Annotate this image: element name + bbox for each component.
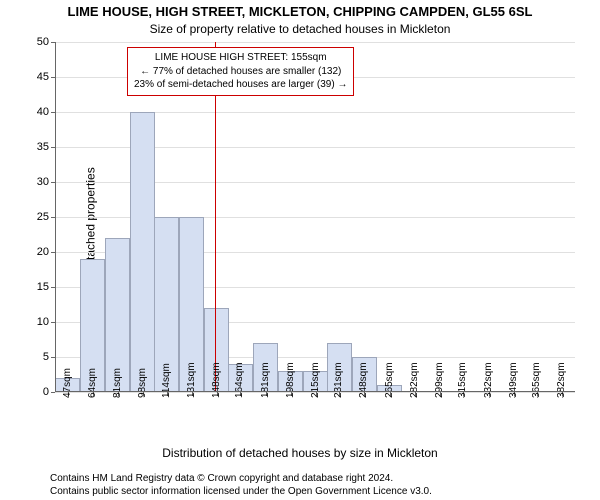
y-tick-label: 15 [37, 281, 55, 293]
x-tick-label: 248sqm [358, 362, 369, 398]
x-tick-label: 98sqm [137, 368, 148, 398]
x-tick-label: 114sqm [161, 363, 172, 398]
annotation-line: LIME HOUSE HIGH STREET: 155sqm [134, 51, 347, 65]
y-tick-label: 5 [43, 351, 55, 363]
x-tick-label: 332sqm [483, 362, 494, 398]
x-tick-label: 231sqm [333, 362, 344, 398]
x-tick-label: 148sqm [211, 362, 222, 398]
page-subtitle: Size of property relative to detached ho… [0, 22, 600, 36]
x-tick-label: 365sqm [531, 362, 542, 398]
footnote-line-1: Contains HM Land Registry data © Crown c… [50, 472, 590, 485]
x-tick-label: 131sqm [186, 362, 197, 398]
x-tick-label: 215sqm [310, 362, 321, 398]
y-tick-label: 35 [37, 141, 55, 153]
x-tick-label: 349sqm [508, 362, 519, 398]
x-tick-label: 315sqm [457, 362, 468, 398]
histogram-bar [130, 112, 155, 392]
x-tick-label: 47sqm [62, 368, 73, 398]
x-axis-label: Distribution of detached houses by size … [0, 446, 600, 460]
x-tick-label: 282sqm [409, 362, 420, 398]
gridline [55, 42, 575, 43]
y-tick-label: 20 [37, 246, 55, 258]
y-axis [55, 42, 56, 392]
annotation-box: LIME HOUSE HIGH STREET: 155sqm← 77% of d… [127, 47, 354, 96]
y-tick-label: 25 [37, 211, 55, 223]
x-tick-label: 164sqm [234, 362, 245, 398]
y-tick-label: 50 [37, 36, 55, 48]
footnote-line-2: Contains public sector information licen… [50, 485, 590, 498]
footnote: Contains HM Land Registry data © Crown c… [50, 472, 590, 498]
x-tick-label: 64sqm [87, 368, 98, 398]
page-title-address: LIME HOUSE, HIGH STREET, MICKLETON, CHIP… [0, 4, 600, 19]
y-tick-label: 0 [43, 386, 55, 398]
x-tick-label: 81sqm [112, 368, 123, 398]
x-tick-label: 265sqm [384, 362, 395, 398]
x-tick-label: 181sqm [260, 362, 271, 398]
y-tick-label: 45 [37, 71, 55, 83]
y-tick-label: 10 [37, 316, 55, 328]
x-axis [55, 391, 575, 392]
x-tick-label: 299sqm [434, 362, 445, 398]
y-tick-label: 40 [37, 106, 55, 118]
annotation-line: 23% of semi-detached houses are larger (… [134, 78, 347, 92]
histogram-plot: 0510152025303540455047sqm64sqm81sqm98sqm… [55, 42, 575, 392]
x-tick-label: 382sqm [556, 362, 567, 398]
x-tick-label: 198sqm [285, 362, 296, 398]
y-tick-label: 30 [37, 176, 55, 188]
annotation-line: ← 77% of detached houses are smaller (13… [134, 65, 347, 79]
